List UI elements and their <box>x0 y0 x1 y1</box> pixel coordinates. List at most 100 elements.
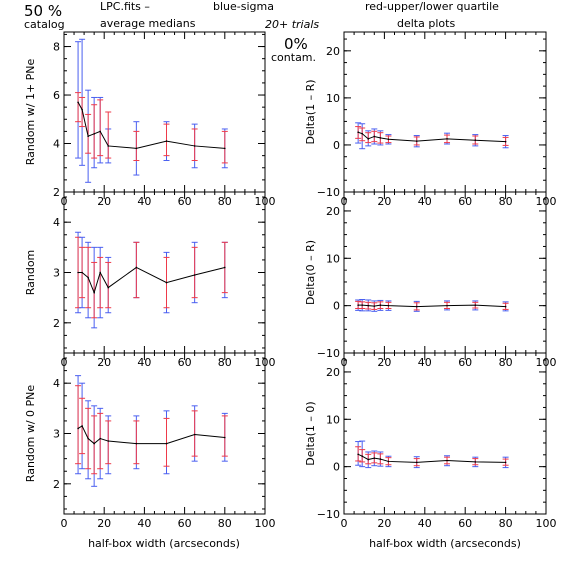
median-point <box>387 304 390 307</box>
median-point <box>193 433 196 436</box>
median-point <box>99 130 101 133</box>
y-tick-label: 20 <box>326 205 340 218</box>
median-line <box>77 102 225 149</box>
header-catalog: catalog <box>24 18 65 31</box>
x-tick-label: 20 <box>377 356 391 369</box>
x-tick-label: 0 <box>61 517 68 530</box>
panel-bottom-left: 0 20 40 60 80 100 2 3 4 Random w/ 0 PNe <box>24 352 276 530</box>
y-tick-label: 10 <box>326 413 340 426</box>
header-average-medians: average medians <box>100 17 196 30</box>
x-axis-label-right: half-box width (arcseconds) <box>369 537 521 550</box>
y-tick-label: 10 <box>326 92 340 105</box>
median-point <box>415 140 418 142</box>
plot-frame <box>343 31 547 193</box>
median-line <box>358 304 506 308</box>
x-tick-label: 100 <box>536 517 557 530</box>
median-point <box>135 147 138 150</box>
median-point <box>77 271 79 274</box>
median-point <box>99 437 101 440</box>
median-point <box>373 305 376 307</box>
median-point <box>193 145 196 147</box>
x-tick-label: 20 <box>97 356 111 369</box>
y-tick-label: 4 <box>53 216 60 229</box>
median-point <box>387 460 390 463</box>
plot-frame <box>343 191 547 354</box>
x-axis-label-left: half-box width (arcseconds) <box>88 537 240 550</box>
y-tick-label: 3 <box>53 267 60 280</box>
median-point <box>357 304 359 306</box>
median-point <box>224 266 226 269</box>
y-tick-label: 20 <box>326 366 340 379</box>
x-tick-label: 80 <box>218 356 232 369</box>
median-point <box>361 132 363 135</box>
median-point <box>504 305 507 308</box>
y-axis-label: Delta(1 – 0) <box>304 401 317 465</box>
x-tick-label: 40 <box>137 356 151 369</box>
x-tick-label: 60 <box>178 356 192 369</box>
median-line <box>77 425 225 445</box>
y-tick-label: 2 <box>53 317 60 330</box>
median-point <box>107 286 110 289</box>
x-tick-label: 20 <box>97 517 111 530</box>
x-tick-label: 60 <box>178 195 192 208</box>
median-point <box>361 455 363 458</box>
x-tick-label: 60 <box>458 356 472 369</box>
header-contam-label: contam. <box>271 51 316 64</box>
header-percent: 50 % <box>24 2 62 20</box>
median-line <box>78 266 225 295</box>
median-point <box>165 281 168 284</box>
median-point <box>379 137 382 139</box>
y-tick-label: −10 <box>317 508 340 521</box>
x-tick-label: 20 <box>377 517 391 530</box>
y-axis-label: Delta(0 – R) <box>304 240 317 305</box>
median-point <box>93 291 95 294</box>
x-tick-label: 80 <box>218 517 232 530</box>
x-tick-label: 80 <box>499 356 513 369</box>
median-point <box>379 458 382 460</box>
median-point <box>93 442 95 445</box>
median-point <box>135 442 138 445</box>
y-tick-label: 4 <box>53 138 60 151</box>
y-tick-label: 3 <box>53 428 60 441</box>
median-point <box>87 437 89 440</box>
median-point <box>474 304 477 306</box>
y-tick-label: −10 <box>317 186 340 199</box>
median-point <box>361 304 363 306</box>
median-point <box>504 461 507 464</box>
median-point <box>81 425 83 427</box>
x-tick-label: 40 <box>418 195 432 208</box>
median-point <box>504 140 507 143</box>
median-point <box>107 145 110 147</box>
median-point <box>367 458 370 461</box>
median-point <box>87 276 89 279</box>
y-tick-label: 10 <box>326 252 340 265</box>
median-point <box>415 461 418 464</box>
x-tick-label: 40 <box>137 195 151 208</box>
y-tick-label: 2 <box>53 186 60 199</box>
median-point <box>357 131 359 134</box>
median-point <box>224 147 226 150</box>
median-point <box>379 304 382 306</box>
median-point <box>367 138 370 140</box>
median-point <box>373 457 376 459</box>
x-tick-label: 20 <box>377 195 391 208</box>
x-tick-label: 40 <box>418 517 432 530</box>
median-point <box>415 305 418 308</box>
median-point <box>446 304 448 307</box>
x-tick-label: 60 <box>458 517 472 530</box>
median-point <box>99 271 101 274</box>
median-point <box>373 135 376 138</box>
median-point <box>165 140 168 142</box>
median-point <box>81 108 83 111</box>
median-point <box>135 266 138 269</box>
x-tick-label: 60 <box>458 195 472 208</box>
header-file: LPC.fits – <box>100 0 150 13</box>
y-tick-label: 4 <box>53 377 60 390</box>
y-tick-label: −10 <box>317 347 340 360</box>
y-tick-label: 20 <box>326 45 340 58</box>
median-point <box>77 427 79 430</box>
median-point <box>77 101 79 104</box>
